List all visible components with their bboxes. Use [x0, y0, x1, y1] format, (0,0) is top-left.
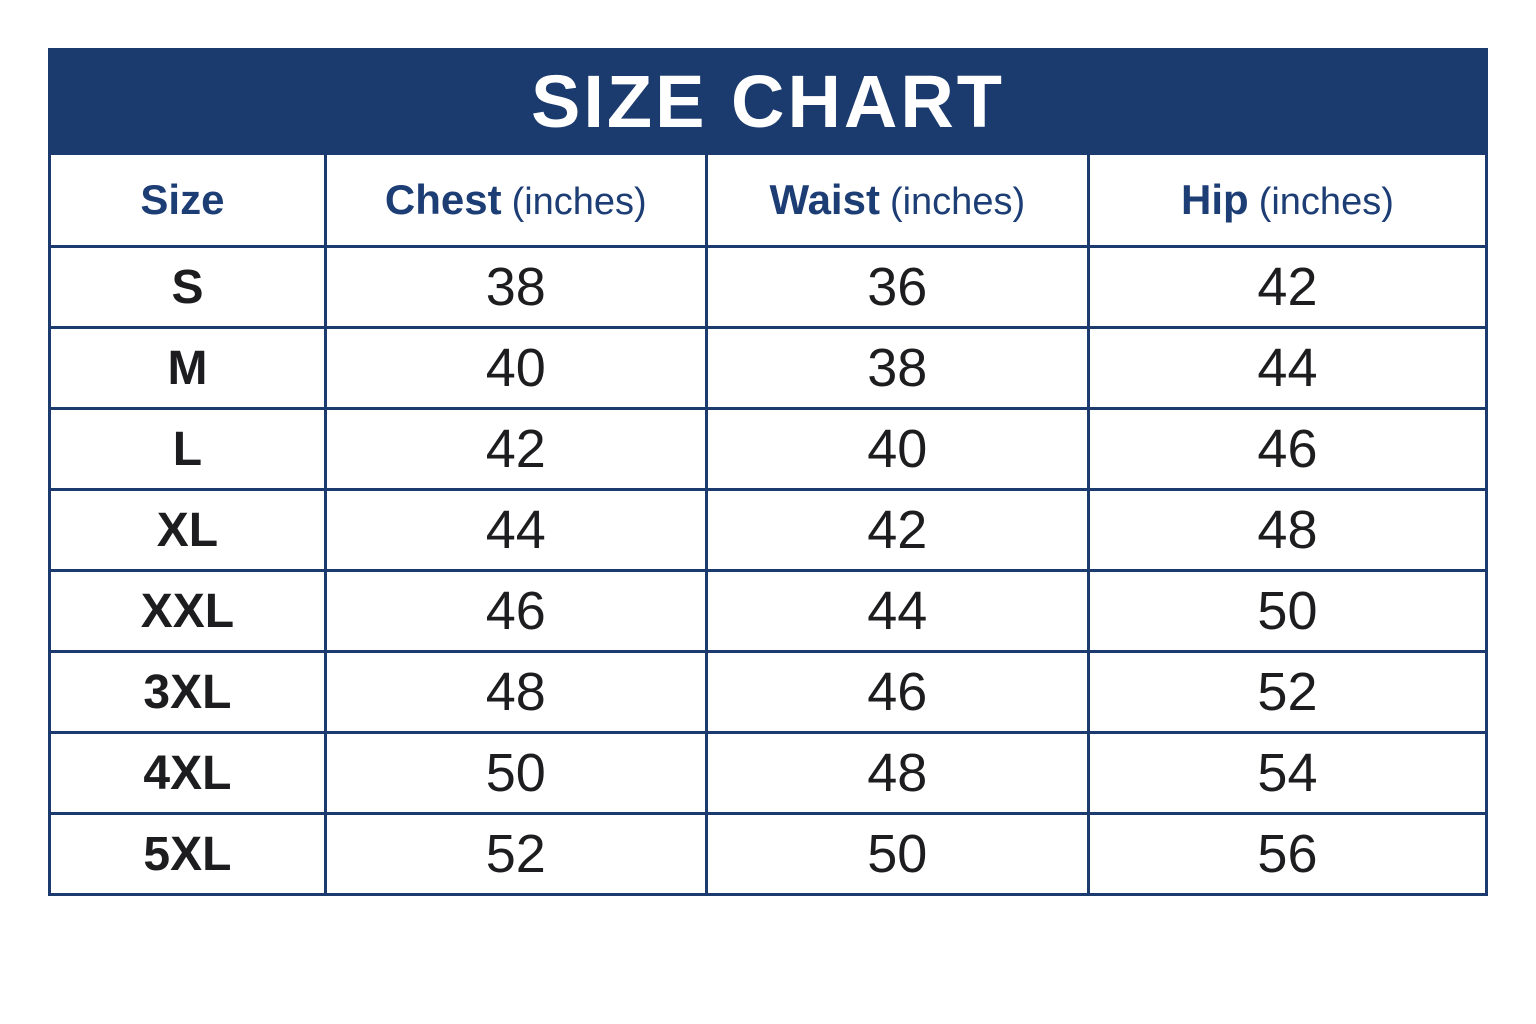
column-unit: (inches) — [1258, 181, 1394, 223]
waist-cell: 44 — [704, 569, 1090, 653]
column-header-size: Size — [48, 152, 327, 248]
title-banner-row: SIZE CHART — [48, 48, 1488, 155]
size-cell: XL — [48, 488, 327, 572]
chest-cell: 52 — [323, 812, 708, 896]
size-cell: 5XL — [48, 812, 327, 896]
column-header-chest: Chest (inches) — [323, 152, 708, 248]
column-name: Hip — [1181, 176, 1249, 223]
table-row: 3XL 48 46 52 — [48, 650, 1489, 734]
size-chart-table: SIZE CHART Size Chest (inches) Waist (inch… — [48, 48, 1489, 896]
chest-cell: 40 — [323, 326, 708, 410]
size-cell: 4XL — [48, 731, 327, 815]
table-row: 4XL 50 48 54 — [48, 731, 1489, 815]
chest-cell: 50 — [323, 731, 708, 815]
hip-cell: 42 — [1086, 245, 1489, 329]
column-header-hip: Hip (inches) — [1086, 152, 1489, 248]
hip-cell: 46 — [1086, 407, 1489, 491]
table-row: S 38 36 42 — [48, 245, 1489, 329]
size-cell: S — [48, 245, 327, 329]
hip-cell: 56 — [1086, 812, 1489, 896]
chart-title: SIZE CHART — [531, 60, 1005, 143]
hip-cell: 44 — [1086, 326, 1489, 410]
waist-cell: 50 — [704, 812, 1090, 896]
column-name: Chest — [384, 176, 502, 223]
column-name: Waist — [769, 176, 880, 223]
hip-cell: 50 — [1086, 569, 1489, 653]
waist-cell: 42 — [704, 488, 1090, 572]
table-row: XL 44 42 48 — [48, 488, 1489, 572]
hip-cell: 48 — [1086, 488, 1489, 572]
chest-cell: 46 — [323, 569, 708, 653]
column-header-row: Size Chest (inches) Waist (inches) Hip (inc… — [48, 152, 1489, 248]
hip-cell: 54 — [1086, 731, 1489, 815]
table-row: M 40 38 44 — [48, 326, 1489, 410]
column-header-waist: Waist (inches) — [704, 152, 1090, 248]
waist-cell: 40 — [704, 407, 1090, 491]
size-cell: 3XL — [48, 650, 327, 734]
waist-cell: 38 — [704, 326, 1090, 410]
chest-cell: 42 — [323, 407, 708, 491]
waist-cell: 46 — [704, 650, 1090, 734]
chart-title-banner: SIZE CHART — [48, 48, 1488, 155]
table-row: XXL 46 44 50 — [48, 569, 1489, 653]
size-cell: M — [48, 326, 327, 410]
chest-cell: 48 — [323, 650, 708, 734]
table-row: L 42 40 46 — [48, 407, 1489, 491]
waist-cell: 36 — [704, 245, 1090, 329]
chest-cell: 38 — [323, 245, 708, 329]
column-unit: (inches) — [511, 181, 647, 223]
table-row: 5XL 52 50 56 — [48, 812, 1489, 896]
column-name: Size — [140, 176, 225, 223]
chest-cell: 44 — [323, 488, 708, 572]
hip-cell: 52 — [1086, 650, 1489, 734]
column-unit: (inches) — [889, 181, 1026, 223]
waist-cell: 48 — [704, 731, 1090, 815]
size-cell: XXL — [48, 569, 327, 653]
size-cell: L — [48, 407, 327, 491]
